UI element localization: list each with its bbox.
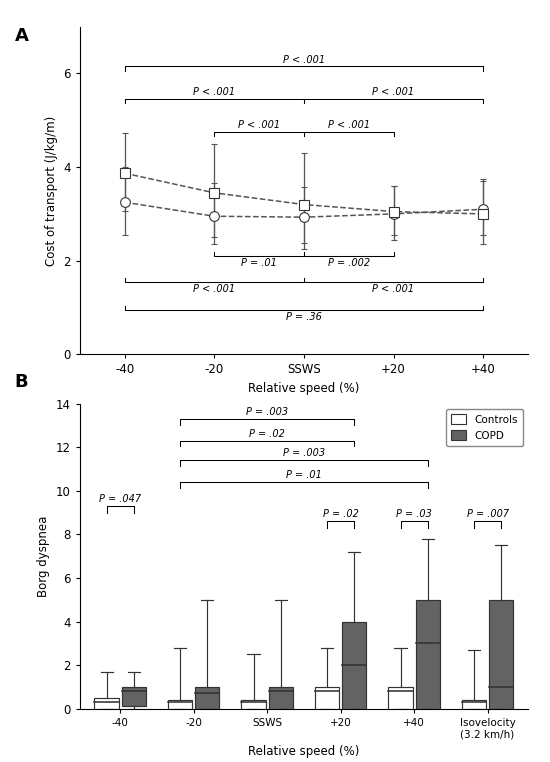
- Text: P = .02: P = .02: [249, 429, 285, 439]
- Y-axis label: Borg dyspnea: Borg dyspnea: [37, 516, 50, 597]
- Text: P = .007: P = .007: [466, 509, 509, 519]
- Bar: [241, 700, 266, 709]
- Bar: [416, 600, 440, 709]
- Text: P = .03: P = .03: [396, 509, 432, 519]
- Bar: [388, 687, 412, 709]
- Text: P = .36: P = .36: [286, 312, 322, 322]
- Bar: [168, 700, 192, 709]
- Text: P < .001: P < .001: [238, 120, 280, 130]
- Bar: [342, 622, 366, 709]
- Text: A: A: [15, 27, 29, 45]
- X-axis label: Relative speed (%): Relative speed (%): [248, 744, 360, 758]
- Bar: [95, 698, 119, 709]
- X-axis label: Relative speed (%): Relative speed (%): [248, 382, 360, 395]
- Text: P < .001: P < .001: [193, 88, 235, 98]
- Bar: [315, 687, 339, 709]
- Text: P = .003: P = .003: [283, 448, 325, 458]
- Legend: Controls, COPD: Controls, COPD: [446, 409, 523, 446]
- Text: P < .001: P < .001: [193, 283, 235, 293]
- Text: B: B: [15, 373, 29, 392]
- Bar: [462, 700, 486, 709]
- Text: P < .001: P < .001: [283, 55, 325, 65]
- Text: P = .02: P = .02: [323, 509, 359, 519]
- Text: P < .001: P < .001: [328, 120, 370, 130]
- Text: P = .002: P = .002: [328, 258, 370, 268]
- Bar: [122, 687, 146, 706]
- Text: P = .01: P = .01: [241, 258, 277, 268]
- Text: P < .001: P < .001: [372, 283, 415, 293]
- Text: P = .047: P = .047: [99, 494, 141, 504]
- Text: P = .01: P = .01: [286, 470, 322, 480]
- Bar: [489, 600, 513, 709]
- Bar: [195, 687, 219, 709]
- Bar: [268, 687, 293, 709]
- Text: P = .003: P = .003: [246, 407, 288, 417]
- Y-axis label: Cost of transport (J/kg/m): Cost of transport (J/kg/m): [45, 115, 58, 266]
- Text: P < .001: P < .001: [372, 88, 415, 98]
